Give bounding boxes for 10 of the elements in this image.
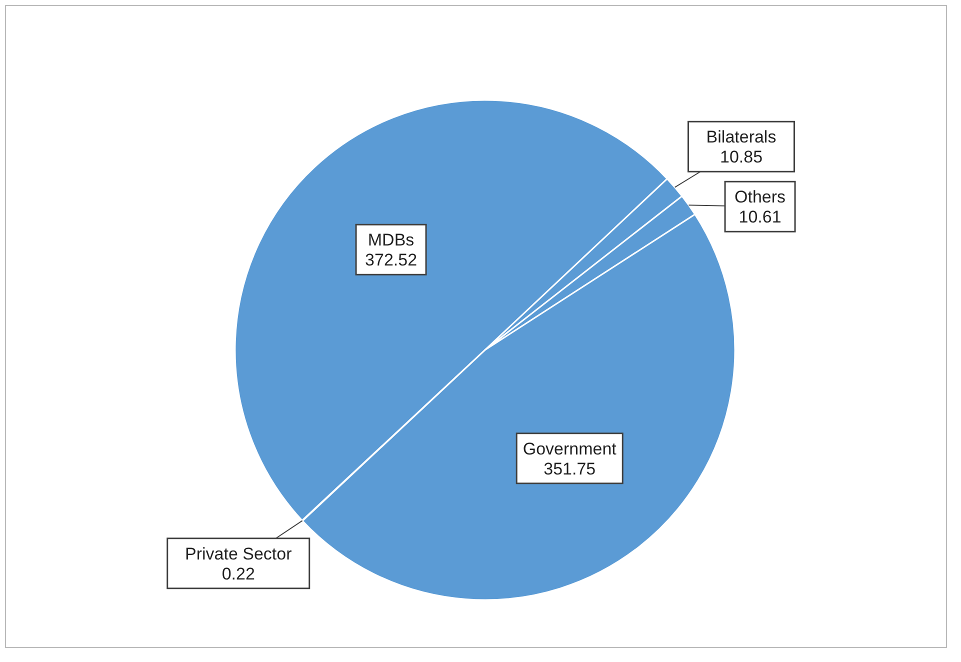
data-label: 351.75: [544, 459, 596, 478]
slice-label: Government: [522, 439, 617, 458]
slice-label: Others: [734, 188, 786, 207]
data-label: 10.61: [738, 208, 782, 227]
data-label: 372.52: [365, 250, 418, 270]
data-label: 10.85: [720, 148, 763, 167]
slice-label: Private Sector: [185, 544, 292, 564]
slice-label: MDBs: [368, 230, 414, 250]
data-label: 0.22: [222, 564, 255, 584]
slice-label: Bilaterals: [706, 128, 776, 147]
